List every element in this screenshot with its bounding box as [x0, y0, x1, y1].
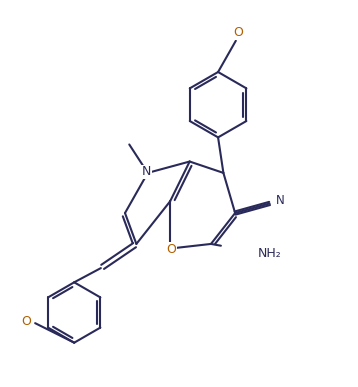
Text: O: O	[21, 315, 31, 327]
Text: N: N	[142, 165, 151, 178]
Text: O: O	[166, 243, 176, 256]
Text: O: O	[233, 26, 243, 39]
Text: NH₂: NH₂	[258, 247, 282, 260]
Text: N: N	[276, 194, 285, 207]
